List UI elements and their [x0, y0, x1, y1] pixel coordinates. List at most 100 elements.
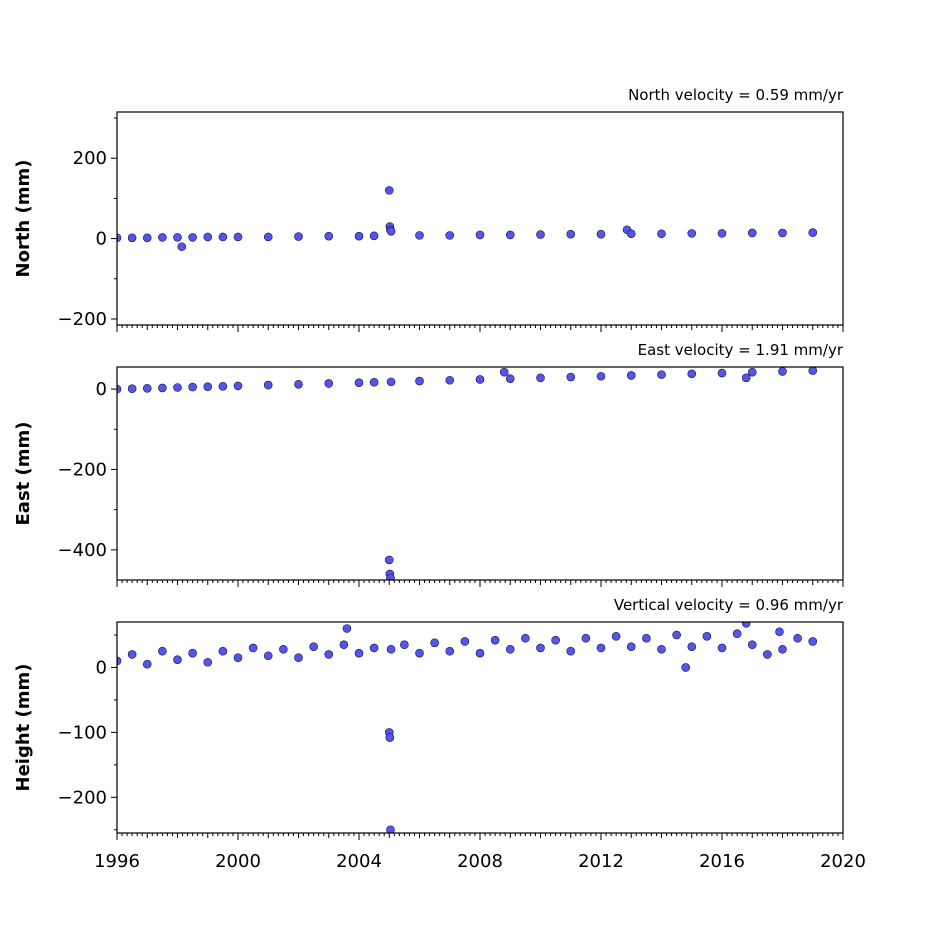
data-point-east [294, 379, 303, 389]
ytick-label-east: −400 [58, 540, 107, 561]
data-point-height [279, 644, 288, 654]
data-point-height [248, 643, 258, 653]
data-point-height [505, 644, 515, 654]
axes-frame-north [116, 111, 844, 326]
data-point-north [354, 231, 364, 241]
data-point-height [596, 643, 606, 653]
data-point-north [233, 232, 243, 242]
data-point-height [581, 633, 591, 643]
data-point-height [203, 657, 213, 667]
xtick-label: 2012 [578, 851, 624, 872]
data-point-north [218, 232, 228, 242]
data-point-height [369, 643, 379, 653]
data-point-east [741, 373, 751, 383]
data-point-north [386, 227, 396, 236]
data-point-height [386, 825, 395, 833]
data-point-height [445, 646, 455, 656]
data-point-north [747, 228, 757, 238]
ylabel-height: Height (mm) [13, 664, 34, 792]
data-point-height [747, 640, 757, 650]
data-point-height [626, 642, 636, 651]
data-point-height [681, 663, 691, 672]
panel-height: Vertical velocity = 0.96 mm/yr Height (m… [13, 596, 866, 872]
xtick-label: 1996 [94, 851, 140, 872]
data-point-north [127, 233, 137, 243]
data-point-height [127, 650, 137, 659]
xtick-label: 2008 [457, 851, 503, 872]
data-point-east [369, 377, 379, 387]
data-point-height [642, 633, 651, 643]
data-point-height [400, 640, 409, 650]
data-point-east [596, 371, 606, 381]
data-point-height [263, 651, 273, 661]
plot-area-height [117, 622, 818, 833]
data-point-east [657, 370, 666, 379]
data-point-height [775, 627, 784, 637]
plot-area-north [117, 186, 818, 251]
data-point-east [475, 375, 485, 384]
xtick-label: 2000 [215, 851, 261, 872]
data-point-height [490, 635, 500, 645]
data-point-north [203, 232, 213, 242]
data-point-height [763, 650, 772, 659]
data-point-east [324, 379, 334, 388]
data-point-east [384, 555, 394, 565]
data-point-north [687, 229, 697, 238]
data-point-height [566, 646, 576, 656]
data-point-east [386, 377, 396, 387]
data-point-height [521, 633, 530, 643]
data-point-east [218, 381, 228, 391]
data-point-height [808, 637, 818, 646]
data-point-north [369, 231, 379, 241]
data-point-north [778, 228, 787, 238]
data-point-height [741, 622, 751, 628]
panel-north: North velocity = 0.59 mm/yr North (mm) −… [13, 86, 844, 332]
data-point-height [386, 644, 396, 654]
data-point-east [536, 373, 545, 383]
data-point-height [475, 648, 485, 658]
data-point-east [263, 380, 273, 390]
data-point-height [158, 646, 167, 656]
data-point-east [203, 382, 213, 391]
data-point-height [117, 656, 122, 666]
data-point-height [460, 637, 470, 646]
data-point-height [657, 644, 666, 654]
data-point-east [117, 384, 122, 394]
data-point-height [339, 640, 349, 650]
data-point-height [778, 644, 787, 654]
data-point-height [342, 624, 352, 633]
ytick-label-north: 200 [73, 148, 107, 169]
data-point-north [445, 231, 455, 240]
data-point-height [188, 648, 197, 658]
data-point-north [475, 230, 485, 240]
data-point-north [717, 229, 727, 238]
data-point-north [626, 229, 636, 239]
data-point-east [188, 382, 197, 392]
panel-title-height: Vertical velocity = 0.96 mm/yr [614, 596, 844, 614]
data-point-east [158, 383, 167, 393]
panel-title-east: East velocity = 1.91 mm/yr [638, 341, 844, 359]
data-point-north [263, 232, 273, 242]
ytick-label-east: −200 [58, 459, 107, 480]
ytick-label-east: 0 [96, 379, 107, 400]
xtick-label: 2016 [699, 851, 745, 872]
data-point-height [309, 642, 318, 651]
data-point-height [430, 638, 439, 648]
data-point-height [233, 653, 243, 663]
data-point-north [177, 242, 187, 251]
data-point-east [233, 381, 243, 391]
data-point-east [626, 371, 636, 380]
data-point-north [142, 233, 152, 243]
data-point-height [415, 648, 424, 658]
data-point-height [702, 631, 712, 641]
data-point-north [505, 230, 515, 240]
data-point-height [672, 630, 681, 640]
data-point-north [117, 233, 122, 243]
data-point-north [158, 233, 167, 242]
data-point-north [294, 232, 303, 241]
panel-title-north: North velocity = 0.59 mm/yr [628, 86, 844, 104]
data-point-height [793, 633, 802, 643]
ylabel-north: North (mm) [13, 160, 34, 278]
